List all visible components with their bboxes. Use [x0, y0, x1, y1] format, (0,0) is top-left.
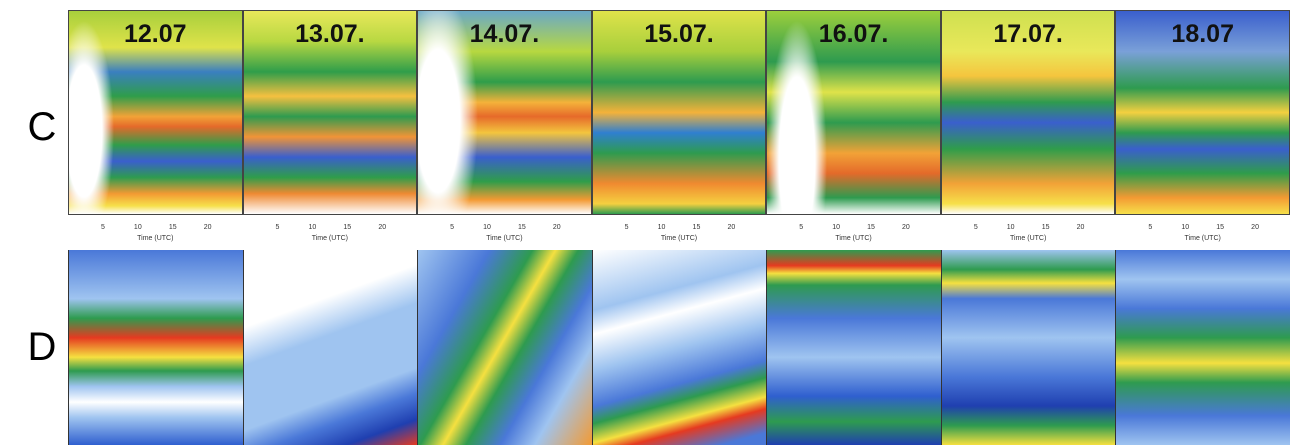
- model-panel: [592, 250, 767, 445]
- x-tick-label: 15: [1216, 224, 1224, 231]
- x-axis-label: Time (UTC): [1010, 235, 1046, 242]
- x-tick-label: 5: [101, 224, 105, 231]
- x-tick-label: 15: [169, 224, 177, 231]
- row-label: D: [22, 325, 62, 370]
- x-axis-label: Time (UTC): [312, 235, 348, 242]
- x-tick-label: 10: [1007, 224, 1015, 231]
- x-tick-label: 5: [1148, 224, 1152, 231]
- model-panel: [1115, 250, 1290, 445]
- x-tick-label: 15: [867, 224, 875, 231]
- x-axis-label: Time (UTC): [835, 235, 871, 242]
- x-tick-label: 20: [727, 224, 735, 231]
- date-label: 18.07: [1115, 20, 1290, 49]
- date-label: 16.07.: [766, 20, 941, 49]
- x-axis-label: Time (UTC): [486, 235, 522, 242]
- x-tick-label: 5: [625, 224, 629, 231]
- date-label: 15.07.: [592, 20, 767, 49]
- x-axis-label: Time (UTC): [661, 235, 697, 242]
- x-tick-label: 5: [276, 224, 280, 231]
- row-label: C: [22, 105, 62, 150]
- x-tick-label: 15: [518, 224, 526, 231]
- date-label: 13.07.: [243, 20, 418, 49]
- x-tick-label: 15: [343, 224, 351, 231]
- x-tick-label: 10: [483, 224, 491, 231]
- model-panel: [68, 250, 243, 445]
- x-tick-label: 10: [134, 224, 142, 231]
- x-tick-label: 20: [553, 224, 561, 231]
- x-tick-label: 20: [378, 224, 386, 231]
- x-tick-label: 20: [1251, 224, 1259, 231]
- x-tick-label: 20: [902, 224, 910, 231]
- x-tick-label: 5: [799, 224, 803, 231]
- date-label: 12.07: [68, 20, 243, 49]
- x-tick-label: 10: [308, 224, 316, 231]
- x-tick-label: 10: [1181, 224, 1189, 231]
- x-tick-label: 20: [204, 224, 212, 231]
- x-tick-label: 10: [832, 224, 840, 231]
- x-axis-label: Time (UTC): [137, 235, 173, 242]
- x-tick-label: 20: [1077, 224, 1085, 231]
- x-tick-label: 10: [658, 224, 666, 231]
- model-panel: [417, 250, 592, 445]
- x-tick-label: 5: [974, 224, 978, 231]
- date-label: 17.07.: [941, 20, 1116, 49]
- figure: C D 12.07 5 10 15 20 Time (UTC) 13.07. 5 10 15 20 T…: [0, 0, 1290, 445]
- model-panel: [941, 250, 1116, 445]
- x-axis-label: Time (UTC): [1185, 235, 1221, 242]
- date-label: 14.07.: [417, 20, 592, 49]
- x-tick-label: 15: [693, 224, 701, 231]
- x-tick-label: 5: [450, 224, 454, 231]
- model-panel: [243, 250, 418, 445]
- model-panel: [766, 250, 941, 445]
- x-tick-label: 15: [1042, 224, 1050, 231]
